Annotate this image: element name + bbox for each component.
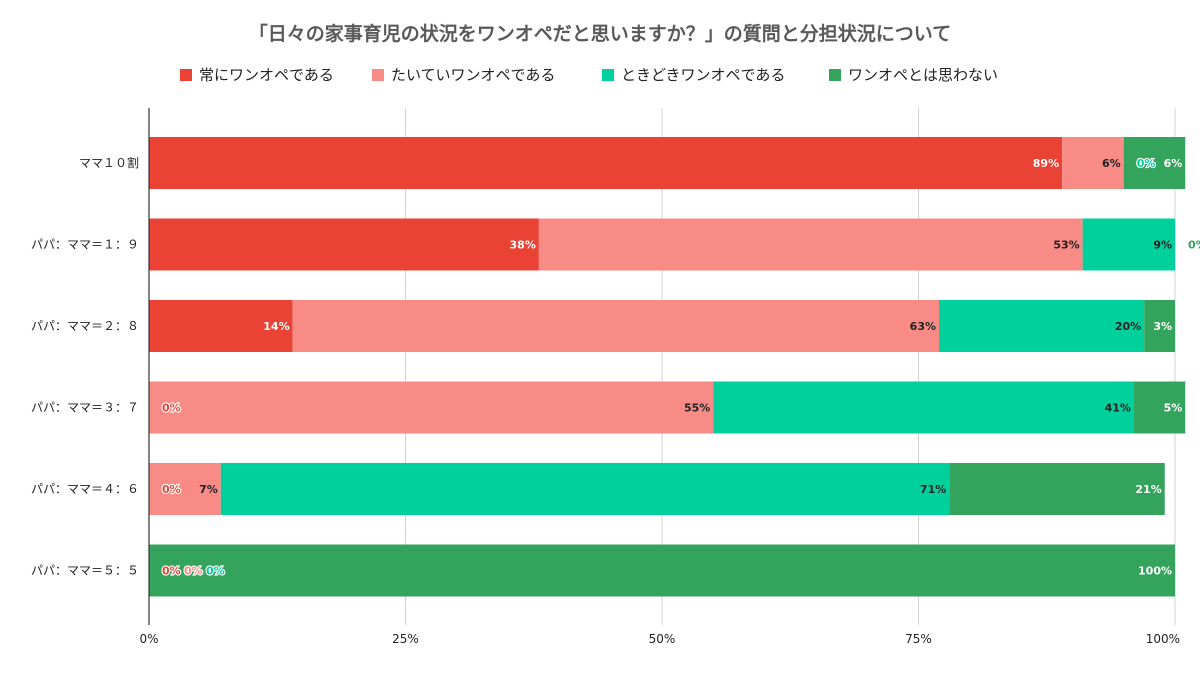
x-tick-label: 50%: [649, 632, 676, 646]
data-label: 20%: [1115, 320, 1141, 333]
legend-swatch: [180, 69, 192, 81]
data-label: 5%: [1164, 402, 1183, 415]
bar-segment: [1082, 218, 1175, 271]
legend: 常にワンオペである たいていワンオペである ときどきワンオペである ワンオペとは思わな…: [180, 66, 998, 84]
bar-segment: [1144, 300, 1175, 352]
data-label: 63%: [910, 320, 936, 333]
x-tick-label: 75%: [905, 632, 932, 646]
chart-title: 「日々の家事育児の状況をワンオペだと思いますか？」の質問と分担状況について: [249, 22, 951, 45]
data-label-zero: 0%: [1137, 157, 1156, 170]
bar-segment: [1133, 381, 1186, 434]
bar-segment: [220, 463, 950, 515]
bar-segment: [149, 381, 714, 434]
data-label: 7%: [199, 483, 218, 496]
bars: [149, 137, 1186, 597]
x-tick-label: 25%: [392, 632, 419, 646]
data-label: 21%: [1135, 483, 1161, 496]
data-label-zero: 0%: [162, 402, 181, 415]
data-label-zero: 0%: [184, 565, 203, 578]
x-tick-label: 100%: [1146, 632, 1180, 646]
bar-segment: [538, 218, 1083, 271]
data-label: 41%: [1105, 402, 1131, 415]
bar-segment: [149, 218, 539, 271]
legend-swatch: [372, 69, 384, 81]
data-labels: 89% 6% 0% 6% 38% 53% 9% 0% 14% 63% 20% 3% 0% 55% 41% 5%…: [161, 156, 1200, 579]
bar-segment: [713, 381, 1134, 434]
data-label: 100%: [1138, 565, 1172, 578]
category-label: パパ：ママ＝５：５: [31, 564, 139, 578]
category-label: パパ：ママ＝１：９: [31, 238, 139, 252]
legend-label: ワンオペとは思わない: [848, 66, 998, 84]
category-label: パパ：ママ＝３：７: [31, 401, 139, 415]
legend-swatch: [829, 69, 841, 81]
x-tick-label: 0%: [139, 632, 158, 646]
category-label: ママ１０割: [79, 155, 139, 170]
bar-segment: [949, 463, 1165, 515]
bar-segment: [292, 300, 940, 352]
data-label: 89%: [1033, 157, 1059, 170]
data-label: 14%: [263, 320, 289, 333]
legend-label: 常にワンオペである: [199, 66, 334, 84]
bar-segment: [939, 300, 1145, 352]
data-label: 6%: [1164, 157, 1183, 170]
data-label: 38%: [510, 239, 536, 252]
data-label-zero: 0%: [1188, 239, 1200, 252]
legend-label: たいていワンオペである: [391, 66, 555, 84]
bar-segment: [149, 544, 1175, 597]
bar-segment: [1123, 137, 1186, 189]
legend-label: ときどきワンオペである: [621, 66, 785, 84]
data-label-zero: 0%: [206, 565, 225, 578]
bar-segment: [1062, 137, 1124, 189]
data-label: 55%: [684, 402, 710, 415]
bar-segment: [149, 137, 1063, 189]
legend-swatch: [602, 69, 614, 81]
data-label-zero: 0%: [162, 565, 181, 578]
data-label: 71%: [920, 483, 946, 496]
data-label: 9%: [1153, 239, 1172, 252]
data-label: 6%: [1102, 157, 1121, 170]
category-label: パパ：ママ＝２：８: [31, 319, 139, 333]
bar-segment: [149, 463, 221, 515]
category-label: パパ：ママ＝４：６: [31, 482, 139, 496]
data-label: 3%: [1153, 320, 1172, 333]
bar-segment: [149, 300, 293, 352]
gridlines: [405, 108, 1176, 625]
data-label: 53%: [1053, 239, 1079, 252]
data-label-zero: 0%: [162, 483, 181, 496]
